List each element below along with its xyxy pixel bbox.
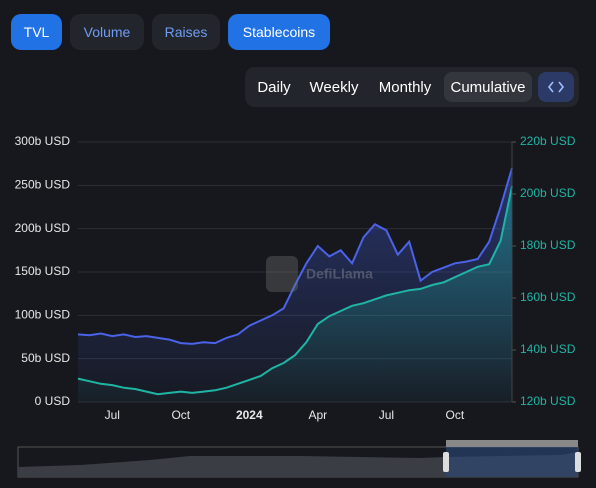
minimap-handle[interactable] xyxy=(443,452,449,472)
y-tick-label: 300b USD xyxy=(15,134,71,148)
period-bar: Daily Weekly Monthly Cumulative xyxy=(245,67,579,107)
minimap-handle[interactable] xyxy=(575,452,581,472)
watermark: DefiLlama xyxy=(266,256,373,292)
embed-icon xyxy=(547,81,565,93)
period[interactable]: Monthly xyxy=(378,78,432,96)
x-tick-label: 2024 xyxy=(236,408,263,422)
series-area xyxy=(78,186,512,402)
y2-tick-label: 180b USD xyxy=(520,238,576,252)
x-tick-label: Oct xyxy=(446,408,465,422)
minimap-selection xyxy=(446,447,578,477)
period[interactable]: Weekly xyxy=(309,78,359,96)
series-line xyxy=(77,185,513,396)
tab[interactable]: Volume xyxy=(70,14,144,50)
y-tick-label: 50b USD xyxy=(21,351,70,365)
tab[interactable]: TVL xyxy=(11,14,62,50)
y2-tick-label: 140b USD xyxy=(520,342,576,356)
y2-tick-label: 220b USD xyxy=(520,134,576,148)
series-line xyxy=(77,167,513,345)
y-tick-label: 100b USD xyxy=(15,308,71,322)
tab[interactable]: Raises xyxy=(152,14,220,50)
x-tick-label: Jul xyxy=(105,408,120,422)
watermark-text: DefiLlama xyxy=(306,266,373,282)
y2-tick-label: 200b USD xyxy=(520,186,576,200)
embed-button[interactable] xyxy=(538,72,574,102)
y-tick-label: 200b USD xyxy=(15,221,71,235)
y-tick-label: 150b USD xyxy=(15,264,71,278)
tab[interactable]: Stablecoins xyxy=(228,14,330,50)
y2-tick-label: 120b USD xyxy=(520,394,576,408)
y-tick-label: 0 USD xyxy=(35,394,71,408)
x-tick-label: Oct xyxy=(171,408,190,422)
period[interactable]: Daily xyxy=(257,78,291,96)
minimap-drag[interactable] xyxy=(446,440,578,447)
x-tick-label: Apr xyxy=(308,408,327,422)
y-tick-label: 250b USD xyxy=(15,178,71,192)
period[interactable]: Cumulative xyxy=(444,72,532,102)
minimap[interactable] xyxy=(17,440,581,478)
y2-tick-label: 160b USD xyxy=(520,290,576,304)
minimap-area xyxy=(18,452,578,477)
x-tick-label: Jul xyxy=(379,408,394,422)
